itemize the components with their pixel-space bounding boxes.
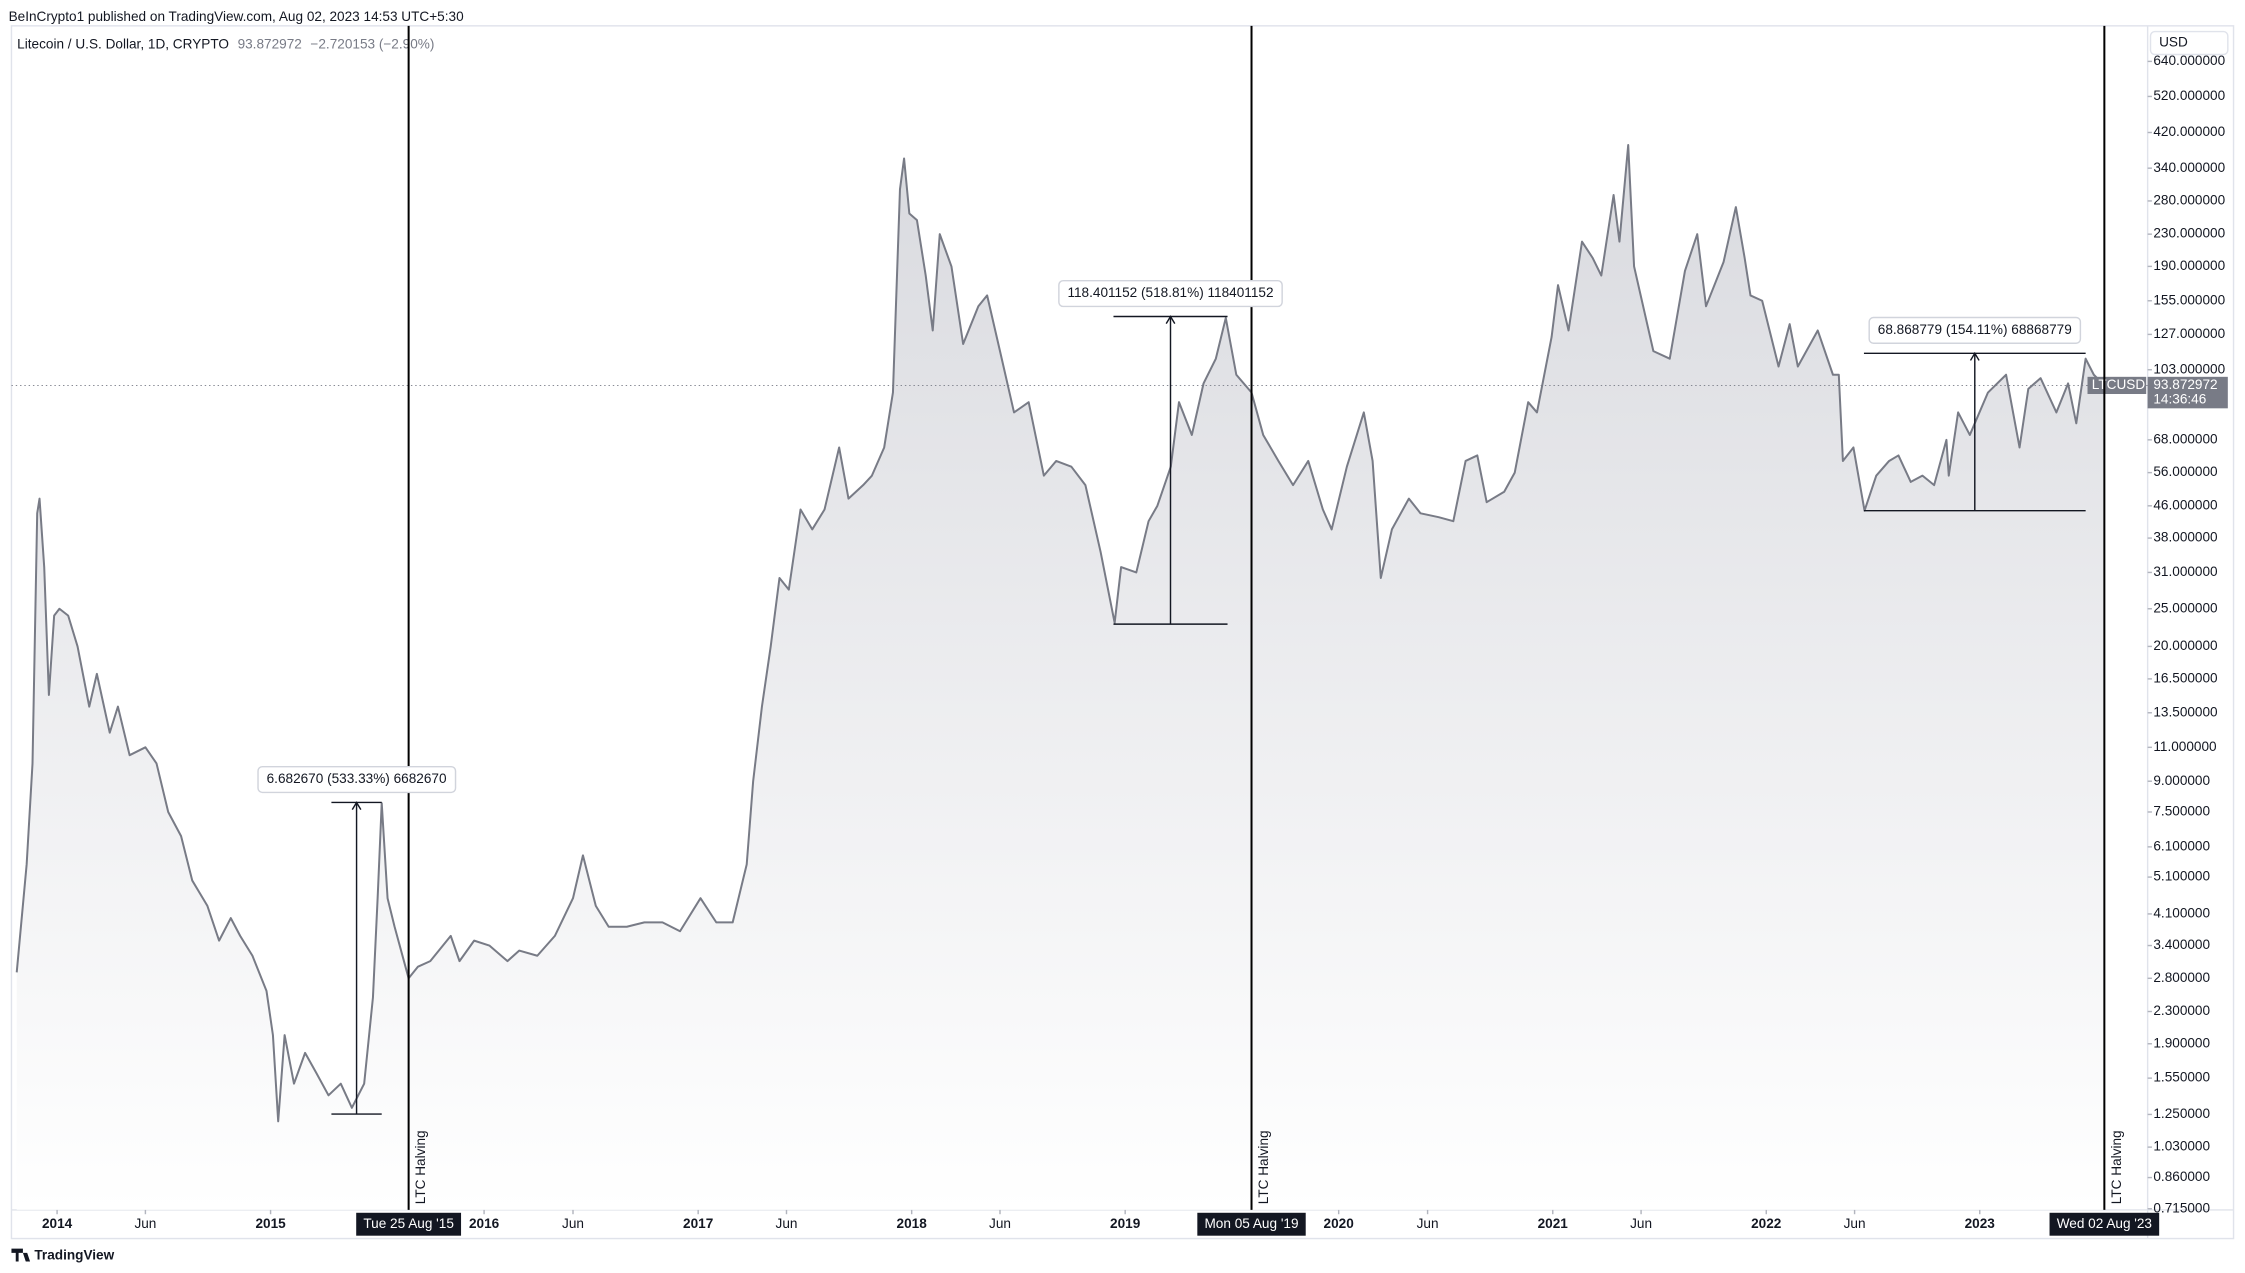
last-price-badge [2147,376,2228,409]
range-label: 68.868779 (154.11%) 68868779 [1878,322,2072,337]
y-tick-label: 20.000000 [2153,638,2218,653]
x-tick-label: 2019 [1110,1216,1141,1231]
event-date-badge [2049,1212,2160,1236]
x-tick-label: 2017 [683,1216,713,1231]
x-tick-label: 2014 [42,1216,73,1231]
change: −2.720153 (−2.90%) [310,36,434,51]
y-tick-label: 155.000000 [2153,292,2225,307]
event-label: LTC Halving [413,1130,428,1204]
y-tick-label: 1.900000 [2153,1035,2210,1050]
event-date-badge [356,1212,462,1236]
x-tick-label: 2022 [1751,1216,1782,1231]
y-tick-label: 520.000000 [2153,88,2225,103]
y-tick-label: 6.100000 [2153,838,2210,853]
y-tick-label: 1.250000 [2153,1106,2210,1121]
last-price: 93.872972 [238,36,302,51]
range-label-box [257,765,457,794]
y-tick-label: 420.000000 [2153,124,2225,139]
y-tick-label: 25.000000 [2153,600,2218,615]
x-tick-label: 2021 [1538,1216,1569,1231]
range-label-box [1868,316,2082,344]
range-arrow-head [1165,315,1176,325]
x-tick-label: 2020 [1324,1216,1354,1231]
area [16,145,2105,1210]
y-tick-label: 46.000000 [2153,497,2218,512]
y-tick-label: 9.000000 [2153,773,2210,788]
range-arrow-head [1969,351,1980,361]
y-tick-label: 2.300000 [2153,1003,2210,1018]
y-tick-label: 68.000000 [2153,431,2218,446]
y-tick-label: 3.400000 [2153,937,2210,952]
x-tick-label: Jun [1630,1216,1652,1231]
brand-logo [11,1248,31,1262]
event-date-label: Mon 05 Aug '19 [1204,1216,1298,1231]
y-tick-label: 31.000000 [2153,564,2218,579]
event-date-label: Wed 02 Aug '23 [2057,1216,2152,1231]
x-tick-label: Jun [776,1216,798,1231]
y-tick-label: 7.500000 [2153,804,2210,819]
x-tick-label: 2023 [1965,1216,1996,1231]
range-label: 6.682670 (533.33%) 6682670 [267,771,447,786]
range-label-box [1058,279,1283,308]
range-label: 118.401152 (518.81%) 118401152 [1067,285,1273,300]
x-tick-label: 2016 [469,1216,500,1231]
x-tick-label: Jun [562,1216,584,1231]
countdown: 14:36:46 [2153,391,2206,406]
y-tick-label: 56.000000 [2153,464,2218,479]
event-label: LTC Halving [2109,1130,2124,1204]
symbol: Litecoin / U.S. Dollar, 1D, CRYPTO [17,36,229,51]
event-date-badge [1197,1212,1306,1236]
x-tick-label: Jun [1417,1216,1439,1231]
y-tick-label: 11.000000 [2153,739,2217,754]
publisher: BeInCrypto1 published on TradingView.com… [9,9,465,24]
x-tick-label: Jun [989,1216,1011,1231]
y-tick-label: 640.000000 [2153,53,2225,68]
y-tick-label: 5.100000 [2153,869,2210,884]
pane [11,144,2148,1210]
y-tick-label: 16.500000 [2153,670,2218,685]
y-tick-label: 127.000000 [2153,326,2225,341]
pane-border [10,25,2235,1240]
currency[interactable]: USD [2159,35,2188,50]
y-tick-label: 2.800000 [2153,970,2210,985]
legend: Litecoin / U.S. Dollar, 1D, CRYPTO 93.872… [17,36,434,51]
y-tick-label: 103.000000 [2153,361,2225,376]
symbol-label: LTCUSD [2092,377,2146,392]
price-line [15,144,2106,1123]
y-tick-label: 0.715000 [2153,1200,2210,1215]
x-tick-label: Jun [134,1216,156,1231]
y-tick-label: 38.000000 [2153,530,2218,545]
y-tick-label: 280.000000 [2153,193,2225,208]
y-tick-label: 1.550000 [2153,1070,2210,1085]
y-tick-label: 4.100000 [2153,906,2210,921]
x-tick-label: 2018 [897,1216,928,1231]
last-price-label: 93.872972 [2153,377,2217,392]
event-label: LTC Halving [1256,1130,1271,1204]
x-tick-label: Jun [1844,1216,1866,1231]
y-tick-label: 340.000000 [2153,160,2225,175]
x-tick-label: 2015 [255,1216,286,1231]
y-tick-label: 13.500000 [2153,704,2218,719]
currency-button[interactable] [2149,30,2229,56]
y-tick-label: 0.860000 [2153,1169,2210,1184]
range-arrow-head [351,801,362,810]
event-date-label: Tue 25 Aug '15 [363,1216,454,1231]
brand: TradingView [34,1247,114,1262]
y-tick-label: 230.000000 [2153,226,2225,241]
y-tick-label: 190.000000 [2153,258,2225,273]
symbol-badge [2087,376,2147,395]
y-tick-label: 1.030000 [2153,1139,2210,1154]
